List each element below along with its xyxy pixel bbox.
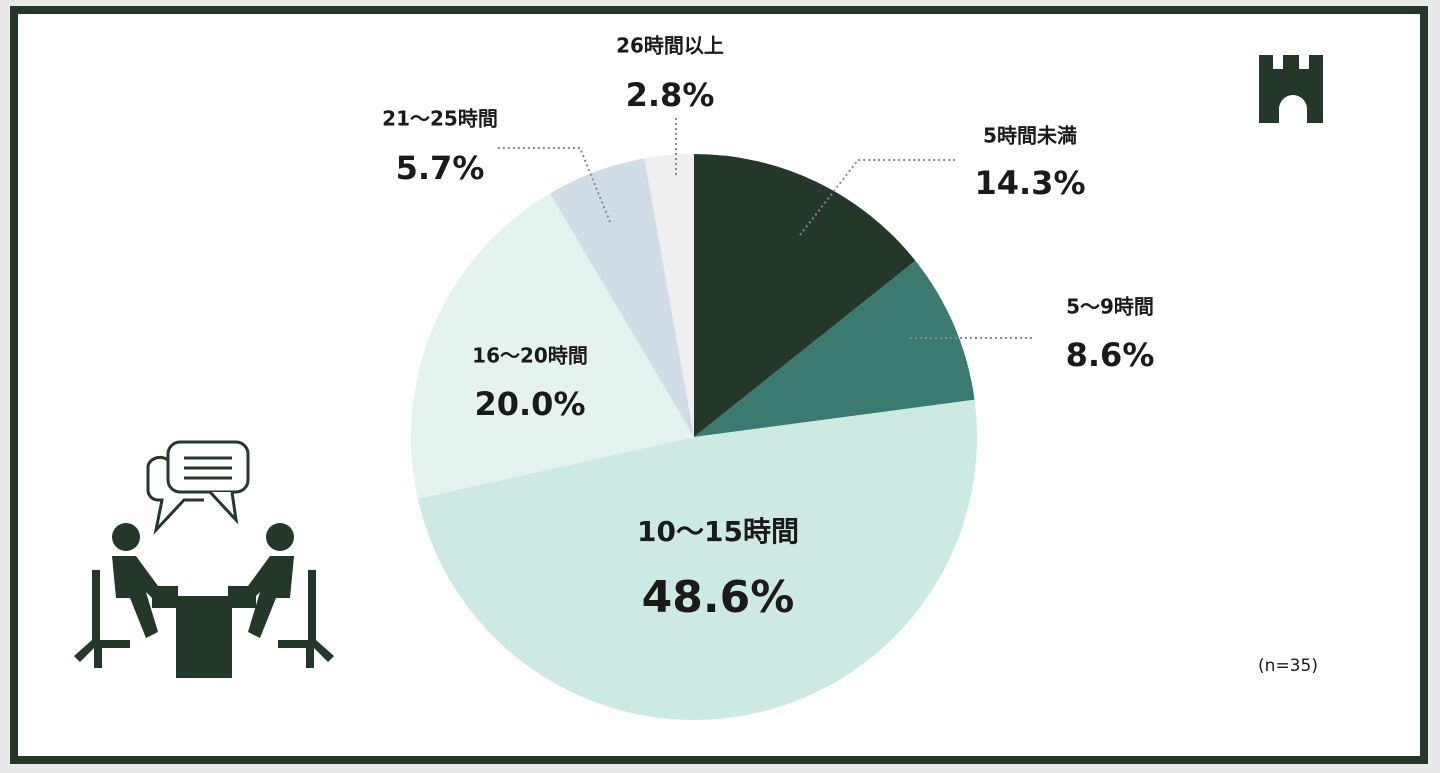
slice-name: 10～15時間 — [637, 515, 799, 548]
pie-slice — [644, 154, 694, 437]
slice-name: 21～25時間 — [382, 107, 498, 131]
pie-slice — [410, 193, 694, 499]
slice-value: 8.6% — [1066, 336, 1155, 374]
sample-note: (n=35) — [1258, 656, 1318, 676]
leader-line — [799, 159, 958, 236]
slice-value: 20.0% — [474, 385, 585, 423]
pie-slice — [417, 399, 977, 721]
meeting-icon — [74, 440, 334, 678]
pie-slice — [694, 260, 975, 437]
castle-logo — [1259, 55, 1323, 123]
slice-value: 2.8% — [626, 76, 715, 114]
slice-value: 14.3% — [974, 164, 1085, 202]
pie-slice — [549, 158, 694, 437]
leader-line — [495, 147, 611, 223]
slice-name: 5～9時間 — [1066, 295, 1154, 319]
slice-value: 48.6% — [642, 572, 795, 623]
pie-slice — [694, 154, 916, 437]
slice-value: 5.7% — [396, 149, 485, 187]
slice-name: 26時間以上 — [616, 34, 724, 58]
slice-name: 16～20時間 — [472, 344, 588, 368]
slice-name: 5時間未満 — [983, 124, 1077, 148]
